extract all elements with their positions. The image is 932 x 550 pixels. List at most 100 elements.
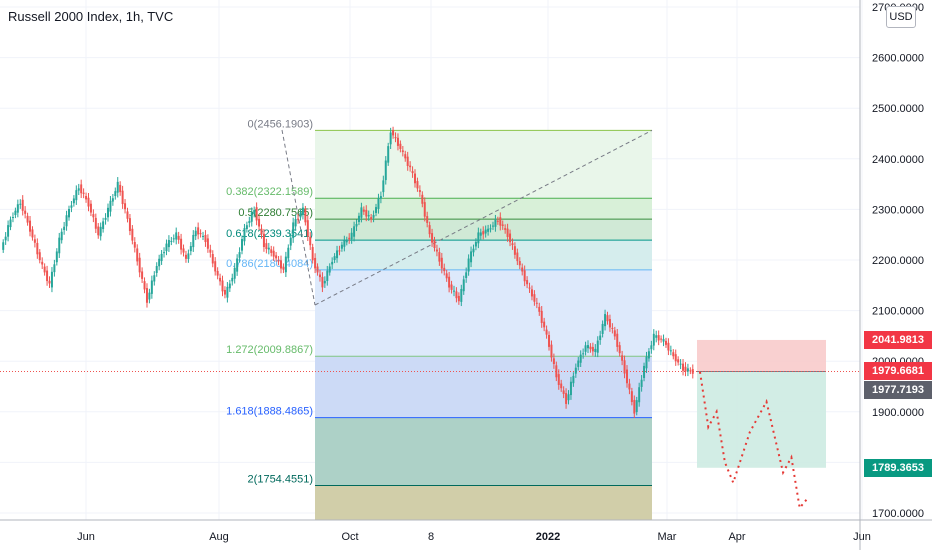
price-candle bbox=[238, 252, 241, 258]
price-candle bbox=[392, 130, 395, 136]
price-candle bbox=[557, 374, 560, 385]
price-candle bbox=[599, 335, 602, 341]
time-axis-label: Jun bbox=[853, 531, 871, 543]
price-candle bbox=[136, 248, 139, 262]
fib-level-label: 0.382(2322.1589) bbox=[226, 186, 313, 198]
target-zone bbox=[697, 371, 826, 468]
price-candle bbox=[248, 221, 251, 224]
price-candle bbox=[426, 216, 429, 223]
price-candle bbox=[389, 132, 392, 145]
price-candle bbox=[131, 228, 134, 241]
price-candle bbox=[7, 225, 10, 237]
price-candle bbox=[465, 272, 468, 278]
price-candle bbox=[630, 391, 633, 403]
price-candle bbox=[691, 369, 694, 374]
currency-button[interactable]: USD bbox=[886, 6, 916, 28]
price-candle bbox=[53, 264, 56, 273]
price-candle bbox=[92, 214, 95, 218]
price-candle bbox=[46, 270, 49, 282]
price-candle bbox=[440, 257, 443, 269]
price-candle bbox=[470, 251, 473, 263]
price-candle bbox=[379, 196, 382, 199]
price-candle bbox=[567, 394, 570, 401]
price-candle bbox=[487, 228, 490, 232]
price-candle bbox=[243, 228, 246, 242]
price-candle bbox=[516, 252, 519, 262]
entry-price-tag: 1979.6681 bbox=[864, 362, 932, 381]
price-axis-label: 2500.0000 bbox=[872, 103, 924, 115]
price-candle bbox=[38, 252, 41, 261]
price-candle bbox=[58, 237, 61, 254]
time-axis-label: 2022 bbox=[536, 531, 560, 543]
price-candle bbox=[194, 230, 197, 237]
price-candle bbox=[145, 288, 148, 303]
price-candle bbox=[221, 280, 224, 292]
price-candle bbox=[582, 353, 585, 355]
last-price-tag: 1977.7193 bbox=[864, 381, 932, 400]
price-candle bbox=[167, 240, 170, 248]
price-candle bbox=[650, 345, 653, 350]
price-candle bbox=[482, 231, 485, 235]
price-axis-label: 2100.0000 bbox=[872, 306, 924, 318]
price-candle bbox=[177, 235, 180, 240]
price-candle bbox=[226, 286, 229, 298]
price-candle bbox=[501, 224, 504, 226]
price-candle bbox=[184, 254, 187, 259]
price-candle bbox=[345, 239, 348, 243]
price-candle bbox=[128, 218, 131, 232]
time-axis-label: Aug bbox=[209, 531, 229, 543]
price-candle bbox=[660, 338, 663, 340]
price-candle bbox=[682, 363, 685, 371]
price-candle bbox=[323, 280, 326, 284]
stop-zone bbox=[697, 339, 826, 372]
price-candle bbox=[357, 215, 360, 222]
price-candle bbox=[197, 227, 200, 235]
price-candle bbox=[545, 329, 548, 335]
price-candle bbox=[216, 270, 219, 276]
price-candle bbox=[333, 256, 336, 261]
time-axis-label: Mar bbox=[658, 531, 677, 543]
fib-zone bbox=[315, 485, 652, 520]
price-candle bbox=[338, 250, 341, 252]
price-candle bbox=[596, 340, 599, 353]
fib-zone bbox=[315, 130, 652, 199]
price-candle bbox=[409, 165, 412, 168]
price-candle bbox=[523, 270, 526, 282]
fib-trend-line bbox=[314, 129, 653, 306]
fib-zone bbox=[315, 269, 652, 357]
price-candle bbox=[175, 232, 178, 240]
price-candle bbox=[189, 246, 192, 252]
price-candle bbox=[89, 203, 92, 213]
price-candle bbox=[604, 314, 607, 327]
price-candle bbox=[462, 279, 465, 292]
price-candle bbox=[253, 210, 256, 214]
price-candle bbox=[202, 235, 205, 237]
price-candle bbox=[428, 225, 431, 235]
price-candle bbox=[43, 266, 46, 273]
price-candle bbox=[662, 339, 665, 342]
price-candle bbox=[509, 233, 512, 243]
price-candle bbox=[50, 271, 53, 288]
price-candle bbox=[540, 310, 543, 323]
price-candle bbox=[141, 271, 144, 279]
stop-price-tag: 2041.9813 bbox=[864, 330, 932, 349]
price-candle bbox=[406, 156, 409, 167]
price-candle bbox=[331, 261, 334, 265]
price-candle bbox=[314, 257, 317, 269]
price-candle bbox=[82, 192, 85, 194]
price-candle bbox=[423, 202, 426, 217]
price-candle bbox=[533, 294, 536, 302]
price-candle bbox=[55, 251, 58, 263]
price-candle bbox=[638, 387, 641, 403]
price-candle bbox=[460, 288, 463, 302]
price-candle bbox=[477, 232, 480, 244]
price-candle bbox=[165, 243, 168, 252]
fib-level-label: 2(1754.4551) bbox=[248, 473, 313, 485]
price-candle bbox=[421, 194, 424, 204]
price-candle bbox=[431, 233, 434, 243]
price-candle bbox=[241, 239, 244, 251]
price-candle bbox=[594, 348, 597, 353]
price-candle bbox=[155, 266, 158, 273]
price-candle bbox=[535, 302, 538, 304]
